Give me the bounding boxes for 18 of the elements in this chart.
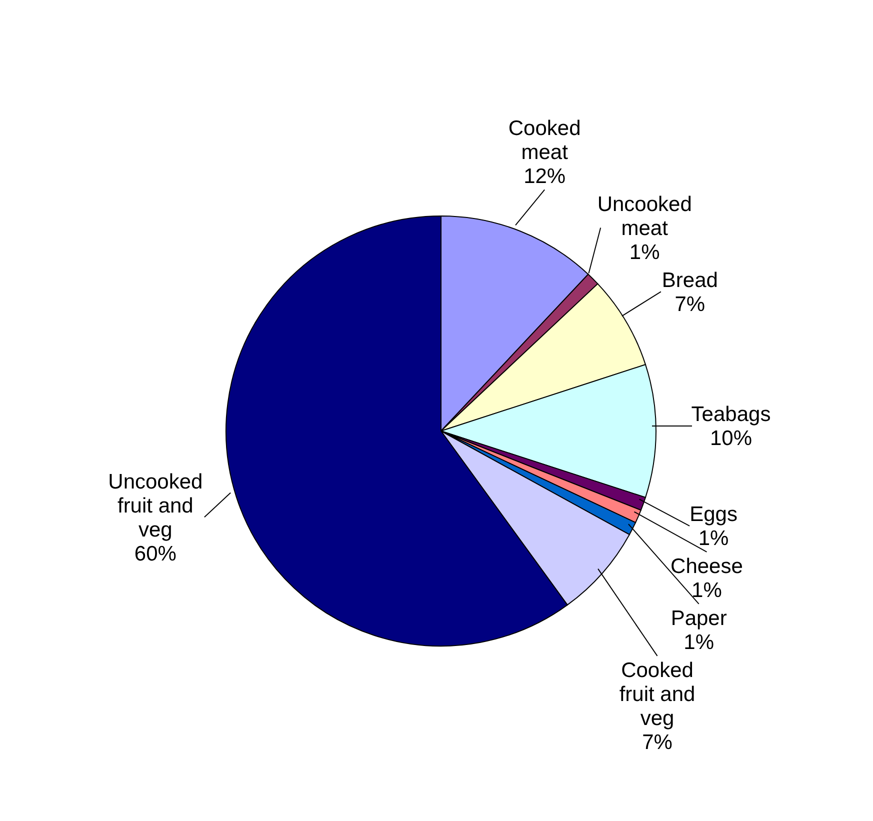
- slice-label: Teabags: [691, 403, 771, 426]
- data-label: 7%: [642, 731, 672, 754]
- slice-label: Eggs: [690, 503, 738, 526]
- data-label: 1%: [629, 240, 660, 264]
- data-label: 12%: [524, 164, 566, 188]
- slice-label: Uncooked fruit and veg: [108, 470, 203, 542]
- slice-label: Uncooked meat: [597, 192, 692, 240]
- slice-label: Bread: [662, 268, 718, 292]
- slice-label: Cooked meat: [508, 116, 581, 164]
- slice-label: Cheese: [670, 555, 743, 578]
- data-label: 1%: [684, 631, 714, 654]
- data-label: 1%: [692, 579, 722, 602]
- slice-label: Paper: [670, 607, 727, 630]
- data-label: 1%: [698, 527, 729, 550]
- data-label: 60%: [134, 542, 176, 566]
- slice-label: Cooked fruit and veg: [619, 659, 696, 730]
- data-label: 10%: [710, 427, 752, 450]
- data-label: 7%: [674, 292, 706, 316]
